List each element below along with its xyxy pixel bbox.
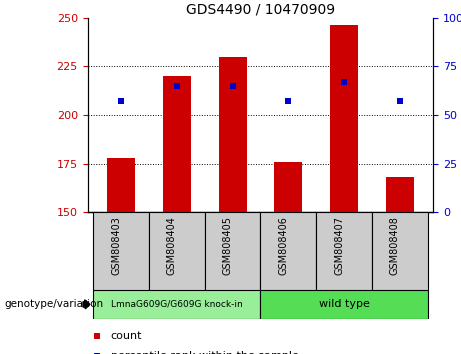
Bar — [316, 212, 372, 290]
Bar — [260, 290, 428, 319]
Bar — [330, 25, 358, 212]
Bar — [205, 212, 260, 290]
Text: GSM808405: GSM808405 — [223, 216, 233, 275]
Bar — [163, 76, 191, 212]
Bar — [219, 57, 247, 212]
Bar — [372, 212, 428, 290]
Text: GSM808408: GSM808408 — [390, 216, 400, 275]
Bar — [93, 290, 260, 319]
Text: LmnaG609G/G609G knock-in: LmnaG609G/G609G knock-in — [111, 300, 242, 309]
Bar — [386, 177, 414, 212]
Bar — [93, 212, 149, 290]
Title: GDS4490 / 10470909: GDS4490 / 10470909 — [186, 2, 335, 17]
Bar — [260, 212, 316, 290]
Text: GSM808406: GSM808406 — [278, 216, 288, 275]
Bar — [149, 212, 205, 290]
Bar — [274, 162, 302, 212]
Bar — [107, 158, 135, 212]
Text: genotype/variation: genotype/variation — [5, 299, 104, 309]
Text: GSM808403: GSM808403 — [111, 216, 121, 275]
Text: GSM808407: GSM808407 — [334, 216, 344, 275]
Text: count: count — [111, 331, 142, 341]
Text: percentile rank within the sample: percentile rank within the sample — [111, 351, 299, 354]
Text: GSM808404: GSM808404 — [167, 216, 177, 275]
Text: wild type: wild type — [319, 299, 370, 309]
